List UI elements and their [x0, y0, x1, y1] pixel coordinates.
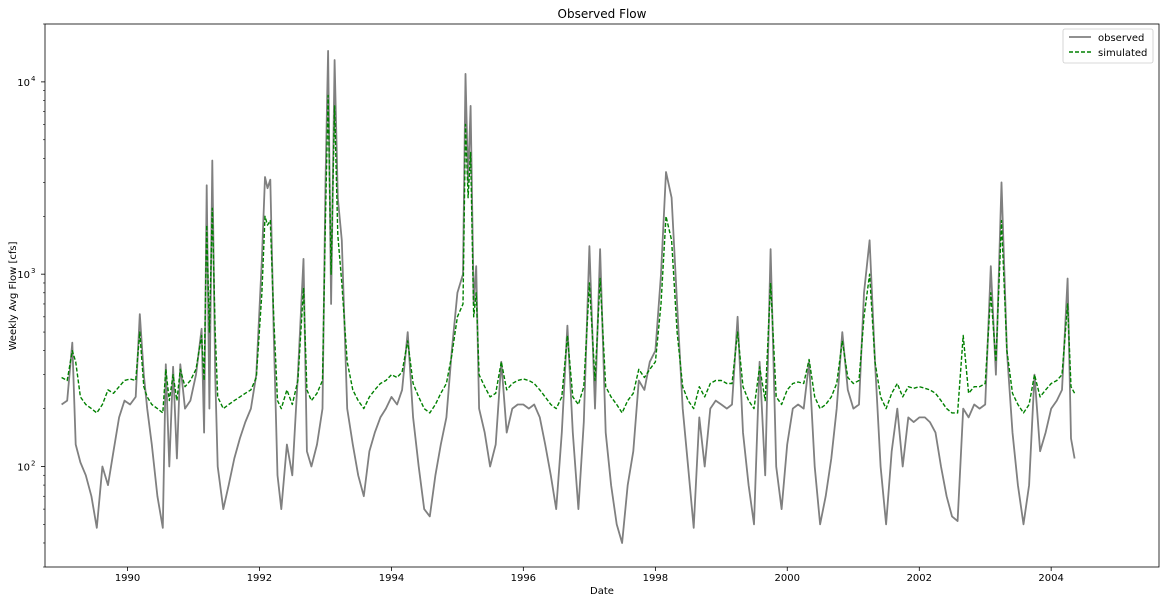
- y-axis-label: Weekly Avg Flow [cfs]: [8, 241, 19, 350]
- y-tick-exponent: 3: [31, 267, 35, 275]
- y-tick-label: 10: [17, 78, 30, 89]
- y-tick-label: 10: [17, 270, 30, 281]
- x-tick-label: 1998: [643, 573, 668, 584]
- x-axis: 1990 1992 1994 1996 1998 2000 2002 2004: [115, 567, 1064, 584]
- legend-label-simulated: simulated: [1098, 48, 1147, 59]
- series-layer: [61, 50, 1076, 544]
- x-tick-label: 1992: [247, 573, 272, 584]
- x-tick-label: 1994: [379, 573, 404, 584]
- plot-frame: [44, 23, 1160, 568]
- legend: observed simulated: [1062, 28, 1154, 64]
- x-axis-label: Date: [590, 586, 614, 597]
- legend-label-observed: observed: [1098, 33, 1144, 44]
- series-line-simulated: [61, 94, 1076, 414]
- x-tick-label: 2002: [907, 573, 932, 584]
- x-tick-label: 1990: [115, 573, 140, 584]
- x-tick-label: 2004: [1038, 573, 1063, 584]
- y-tick-label: 10: [17, 462, 30, 473]
- x-tick-label: 1996: [511, 573, 536, 584]
- chart-title: Observed Flow: [558, 7, 647, 21]
- y-tick-exponent: 4: [31, 75, 36, 83]
- y-tick-exponent: 2: [31, 459, 35, 467]
- series-line-observed: [61, 50, 1076, 544]
- x-tick-label: 2000: [775, 573, 800, 584]
